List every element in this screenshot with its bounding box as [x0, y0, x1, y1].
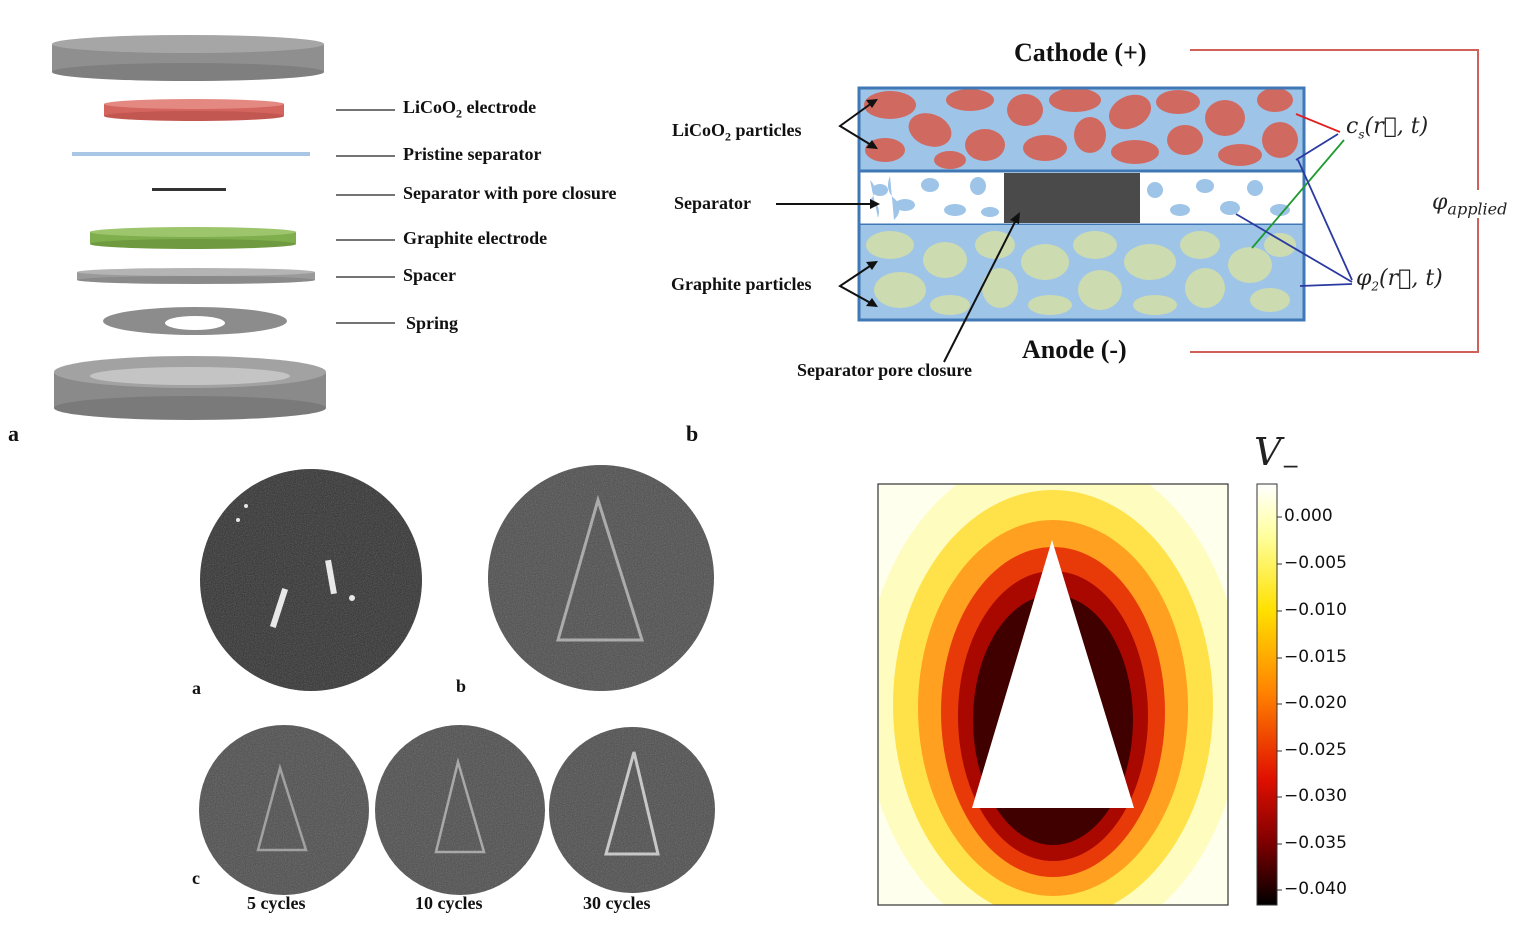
pore-closure-block	[1004, 173, 1140, 223]
heatmap-colorbar	[1256, 483, 1282, 906]
ct-disc-10-cycles	[375, 725, 545, 895]
label-anode: Anode (-)	[1022, 335, 1127, 364]
colorbar-tick: −0.015	[1284, 647, 1347, 667]
colorbar-title: V−	[1254, 430, 1300, 480]
panel-b-variable-arrows	[1235, 113, 1353, 287]
heatmap-plot	[877, 483, 1229, 906]
colorbar-tick: 0.000	[1284, 506, 1333, 526]
label-separator-pore-closure-b: Separator pore closure	[797, 360, 972, 380]
label-graphite-particles: Graphite particles	[671, 274, 812, 294]
ct-disc-b	[488, 465, 714, 691]
panel-b-arrowheads	[866, 99, 1020, 307]
panel-a-leader-lines	[336, 109, 395, 324]
colorbar-tick: −0.040	[1284, 879, 1347, 899]
caption-30-cycles: 30 cycles	[583, 893, 651, 913]
caption-5-cycles: 5 cycles	[247, 893, 306, 913]
label-spring: Spring	[406, 313, 459, 333]
ct-disc-5-cycles	[199, 725, 369, 895]
sublabel-a: a	[192, 678, 201, 698]
colorbar-tick: −0.010	[1284, 600, 1347, 620]
colorbar-tick: −0.005	[1284, 553, 1347, 573]
heatmap-triangle-void	[972, 540, 1134, 808]
label-cathode: Cathode (+)	[1014, 38, 1147, 67]
label-separator: Separator	[674, 193, 751, 213]
coin-cell-exploded	[52, 35, 326, 420]
sublabel-c: c	[192, 868, 200, 888]
label-licoo2-particles: LiCoO2 particles	[672, 120, 802, 144]
panel-b-arrows	[776, 99, 1019, 363]
label-phi2-potential: φ2(r⃗, t)	[1356, 266, 1443, 294]
colorbar-tick: −0.030	[1284, 786, 1347, 806]
panel-letter-b: b	[686, 421, 699, 446]
cell-schematic	[857, 86, 1306, 322]
label-separator-pore-closure: Separator with pore closure	[403, 183, 617, 203]
label-cs-concentration: cs(r⃗, t)	[1346, 114, 1429, 142]
label-pristine-separator: Pristine separator	[403, 144, 542, 164]
caption-10-cycles: 10 cycles	[415, 893, 483, 913]
label-phi-applied: φapplied	[1432, 190, 1508, 219]
label-licoo2-electrode: LiCoO2 electrode	[403, 97, 537, 121]
colorbar-tick: −0.035	[1284, 833, 1347, 853]
ct-disc-a	[200, 469, 422, 691]
panel-letter-a: a	[8, 421, 19, 446]
label-spacer: Spacer	[403, 265, 456, 285]
colorbar-tick: −0.025	[1284, 740, 1347, 760]
sublabel-b: b	[456, 676, 467, 696]
ct-disc-30-cycles	[549, 727, 715, 893]
colorbar-tick: −0.020	[1284, 693, 1347, 713]
label-graphite-electrode: Graphite electrode	[403, 228, 548, 248]
